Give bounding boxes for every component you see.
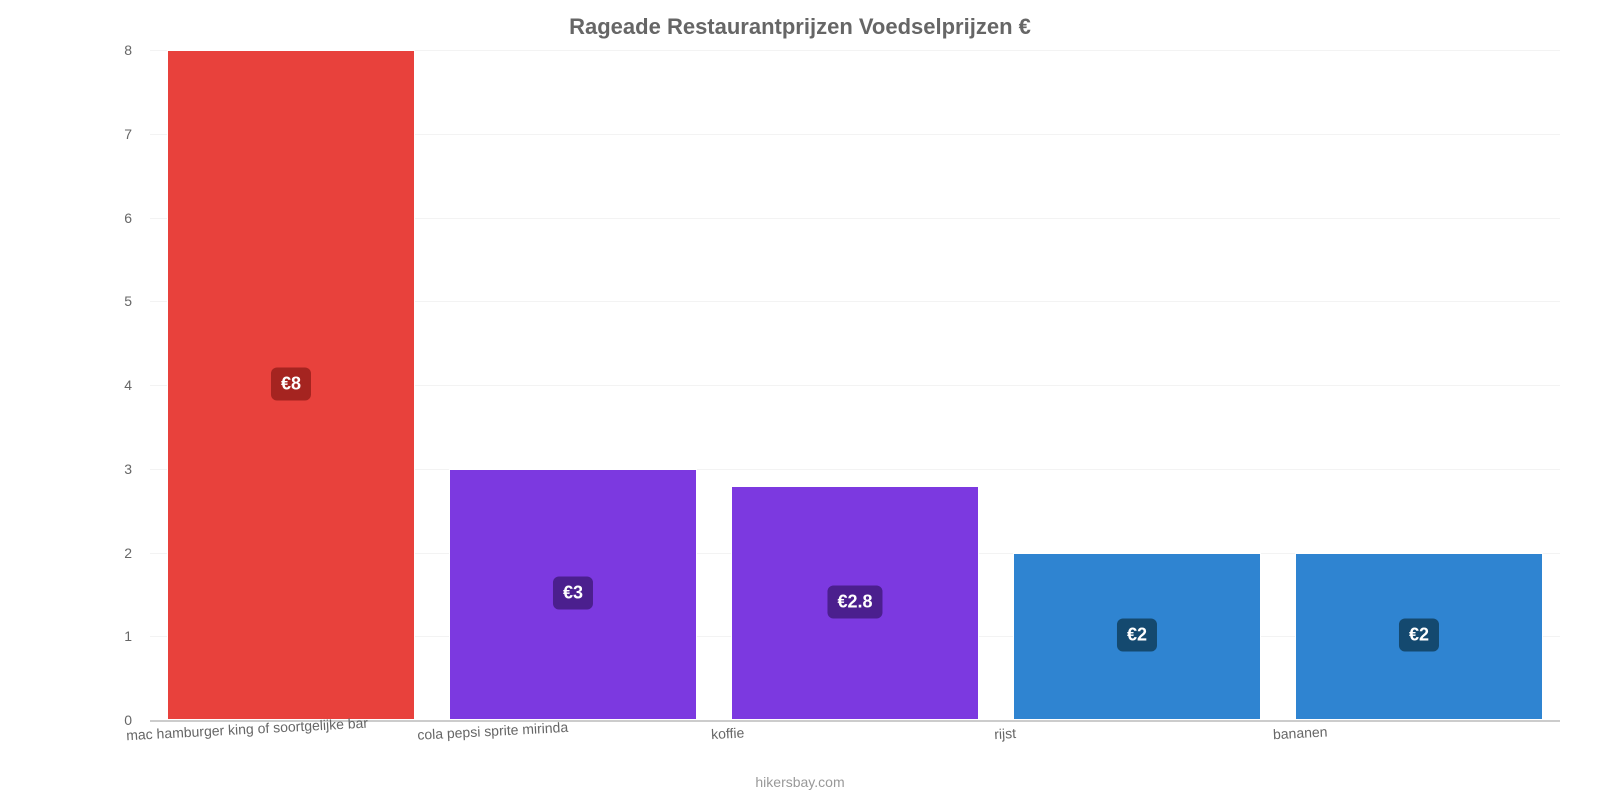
bar: €2.8 bbox=[731, 486, 979, 721]
x-tick-label: bananen bbox=[1273, 723, 1328, 742]
bar: €2 bbox=[1013, 553, 1261, 721]
y-tick-label: 4 bbox=[124, 377, 140, 393]
x-tick-label: cola pepsi sprite mirinda bbox=[417, 719, 569, 743]
bar: €3 bbox=[449, 469, 697, 720]
chart-credit: hikersbay.com bbox=[0, 774, 1600, 790]
bar-value-badge: €8 bbox=[271, 368, 311, 401]
y-tick-label: 0 bbox=[124, 712, 140, 728]
bar-value-badge: €2 bbox=[1399, 619, 1439, 652]
chart-title: Rageade Restaurantprijzen Voedselprijzen… bbox=[0, 14, 1600, 40]
plot-area: €8 €3 €2.8 €2 €2 bbox=[150, 50, 1560, 720]
y-tick-label: 6 bbox=[124, 210, 140, 226]
bar-value-badge: €2 bbox=[1117, 619, 1157, 652]
y-tick-label: 1 bbox=[124, 628, 140, 644]
bar: €8 bbox=[167, 50, 415, 720]
x-tick-label: rijst bbox=[994, 725, 1017, 742]
x-tick-label: koffie bbox=[711, 724, 745, 742]
y-tick-label: 8 bbox=[124, 42, 140, 58]
y-tick-label: 7 bbox=[124, 126, 140, 142]
x-axis-labels: mac hamburger king of soortgelijke barco… bbox=[150, 726, 1560, 756]
y-tick-label: 3 bbox=[124, 461, 140, 477]
bar-value-badge: €2.8 bbox=[827, 585, 882, 618]
bar: €2 bbox=[1295, 553, 1543, 721]
bars-group: €8 €3 €2.8 €2 €2 bbox=[150, 50, 1560, 720]
price-bar-chart: Rageade Restaurantprijzen Voedselprijzen… bbox=[0, 0, 1600, 800]
y-axis: 012345678 bbox=[0, 50, 140, 720]
bar-value-badge: €3 bbox=[553, 577, 593, 610]
y-tick-label: 5 bbox=[124, 293, 140, 309]
y-tick-label: 2 bbox=[124, 545, 140, 561]
